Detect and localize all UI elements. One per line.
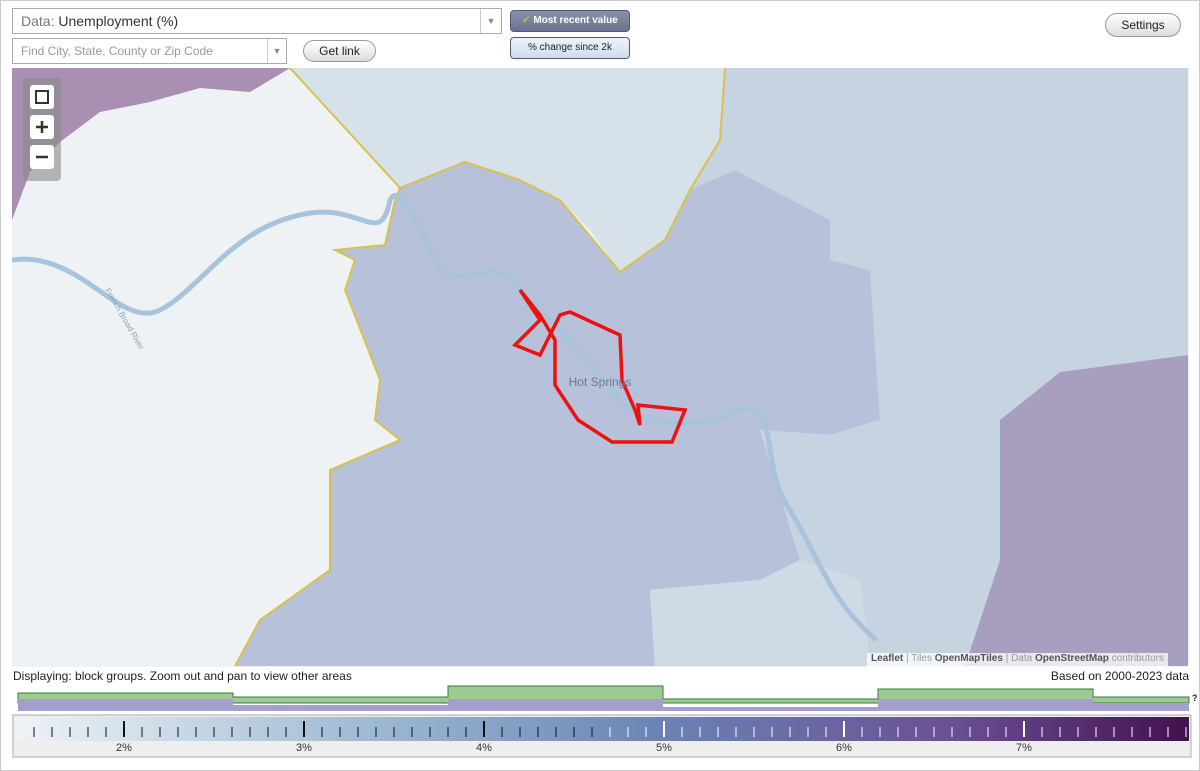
help-icon[interactable]: ? <box>1192 693 1198 703</box>
scale-label: 2% <box>116 742 132 754</box>
color-scale <box>15 717 1189 741</box>
fullscreen-button[interactable] <box>30 85 54 109</box>
river <box>12 193 878 642</box>
data-select[interactable]: Data: Unemployment (%) ▼ <box>12 8 502 34</box>
attribution-text: | Tiles <box>906 653 932 664</box>
county-line <box>289 68 726 274</box>
attribution-text: | Data <box>1005 653 1033 664</box>
get-link-button[interactable]: Get link <box>303 40 376 62</box>
attribution-link[interactable]: OpenStreetMap <box>1034 653 1109 664</box>
search-placeholder: Find City, State, County or Zip Code <box>21 44 213 58</box>
region <box>235 162 880 666</box>
scale-label: 5% <box>656 742 672 754</box>
settings-button[interactable]: Settings <box>1105 13 1181 37</box>
status-text: Displaying: block groups. Zoom out and p… <box>13 669 352 683</box>
scale-label: 3% <box>296 742 312 754</box>
scale-label: 7% <box>1016 742 1032 754</box>
selected-area-outline <box>511 288 688 444</box>
search-input[interactable]: Find City, State, County or Zip Code ▼ <box>12 38 287 64</box>
region <box>690 68 1188 666</box>
legend: ? 2% 3% 4% 5% 6% 7% <box>12 685 1198 758</box>
pct-change-toggle[interactable]: % change since 2k <box>510 37 630 59</box>
data-value: Unemployment (%) <box>58 13 179 29</box>
place-label: Hot Springs <box>569 375 632 389</box>
attribution-text: contributors <box>1111 653 1164 664</box>
based-on-text: Based on 2000-2023 data <box>1050 669 1189 683</box>
most-recent-label: Most recent value <box>533 15 618 26</box>
data-label: Data: <box>21 13 55 29</box>
attribution-link[interactable]: OpenMapTiles <box>934 653 1003 664</box>
most-recent-toggle[interactable]: ✔ Most recent value <box>510 10 630 32</box>
scale-label: 4% <box>476 742 492 754</box>
region <box>965 355 1188 666</box>
scale-label: 6% <box>836 742 852 754</box>
region <box>12 68 290 220</box>
attribution-link[interactable]: Leaflet <box>871 653 904 664</box>
histogram-bar <box>18 699 1189 711</box>
attribution: Leaflet | Tiles OpenMapTiles | Data Open… <box>867 653 1168 667</box>
county-line <box>234 187 402 667</box>
region <box>650 560 870 666</box>
map[interactable]: Hot Springs French Broad River <box>12 68 1189 667</box>
region <box>290 68 725 272</box>
